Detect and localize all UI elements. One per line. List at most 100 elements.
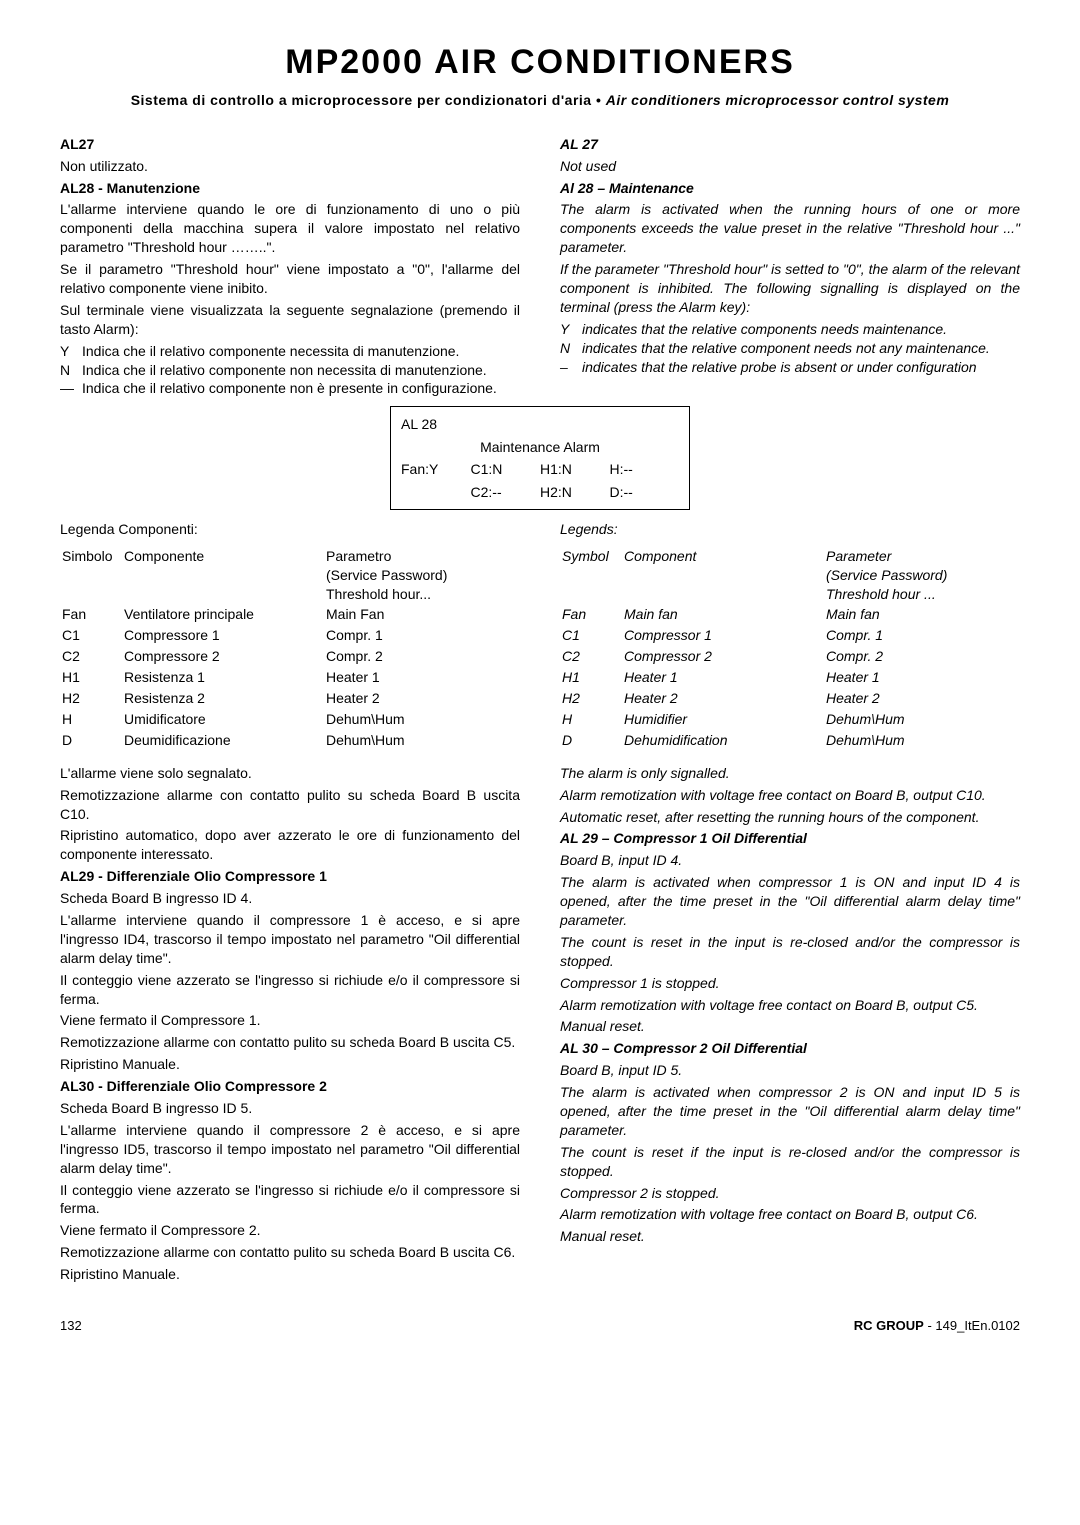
al28-p2-it: Se il parametro "Threshold hour" viene i… xyxy=(60,260,520,298)
al29-p2-it: L'allarme interviene quando il compresso… xyxy=(60,911,520,968)
th-component: Component xyxy=(624,547,824,604)
table-cell: Main fan xyxy=(624,605,824,624)
al28-li2-en: Nindicates that the relative component n… xyxy=(560,339,1020,358)
page-number: 132 xyxy=(60,1317,82,1335)
al30-p5-it: Remotizzazione allarme con contatto puli… xyxy=(60,1243,520,1262)
al27-body-en: Not used xyxy=(560,157,1020,176)
table-cell: Heater 1 xyxy=(326,668,518,687)
al28-li1-it: YIndica che il relativo componente neces… xyxy=(60,342,520,361)
al30-p5-en: Alarm remotization with voltage free con… xyxy=(560,1205,1020,1224)
table-cell: Dehumidification xyxy=(624,731,824,750)
table-cell: D xyxy=(62,731,122,750)
th-symbol: Simbolo xyxy=(62,547,122,604)
al29-p1-it: Scheda Board B ingresso ID 4. xyxy=(60,889,520,908)
al30-head-en: AL 30 – Compressor 2 Oil Differential xyxy=(560,1039,1020,1058)
table-cell: Compr. 1 xyxy=(326,626,518,645)
list-mark: — xyxy=(60,379,82,398)
th-symbol: Symbol xyxy=(562,547,622,604)
al30-p3-it: Il conteggio viene azzerato se l'ingress… xyxy=(60,1181,520,1219)
al29-p3-en: The count is reset in the input is re-cl… xyxy=(560,933,1020,971)
table-cell: C1 xyxy=(62,626,122,645)
table-row: FanVentilatore principaleMain Fan xyxy=(62,605,518,624)
al28-after3-en: Automatic reset, after resetting the run… xyxy=(560,808,1020,827)
main-title: MP2000 AIR CONDITIONERS xyxy=(60,40,1020,86)
al28-head-it: AL28 - Manutenzione xyxy=(60,179,520,198)
legend-table-en: Symbol Component Parameter (Service Pass… xyxy=(560,545,1020,752)
table-cell: Dehum\Hum xyxy=(826,731,1018,750)
al28-p1-en: The alarm is activated when the running … xyxy=(560,200,1020,257)
alarm-cell xyxy=(401,481,471,503)
subtitle-bullet: • xyxy=(596,92,601,108)
page-header: MP2000 AIR CONDITIONERS Sistema di contr… xyxy=(60,40,1020,110)
table-cell: Heater 1 xyxy=(624,668,824,687)
al28-after1-en: The alarm is only signalled. xyxy=(560,764,1020,783)
table-cell: Main Fan xyxy=(326,605,518,624)
legend-table-it: Simbolo Componente Parametro (Service Pa… xyxy=(60,545,520,752)
table-cell: Fan xyxy=(62,605,122,624)
th-param-c: Threshold hour... xyxy=(326,586,431,602)
table-cell: H1 xyxy=(562,668,622,687)
list-mark: Y xyxy=(60,342,82,361)
al29-head-en: AL 29 – Compressor 1 Oil Differential xyxy=(560,829,1020,848)
table-row: C1Compressor 1Compr. 1 xyxy=(562,626,1018,645)
alarm-cell: H2:N xyxy=(540,481,610,503)
table-row: C2Compressor 2Compr. 2 xyxy=(562,647,1018,666)
table-cell: Dehum\Hum xyxy=(826,710,1018,729)
alarm-row1: Fan:Y C1:N H1:N H:-- xyxy=(401,458,679,480)
table-row: H2Resistenza 2Heater 2 xyxy=(62,689,518,708)
al30-head-it: AL30 - Differenziale Olio Compressore 2 xyxy=(60,1077,520,1096)
al28-head-en: Al 28 – Maintenance xyxy=(560,179,1020,198)
table-row: H1Heater 1Heater 1 xyxy=(562,668,1018,687)
table-cell: Deumidificazione xyxy=(124,731,324,750)
al29-p1-en: Board B, input ID 4. xyxy=(560,851,1020,870)
al29-p5-en: Alarm remotization with voltage free con… xyxy=(560,996,1020,1015)
footer-right: RC GROUP - 149_ItEn.0102 xyxy=(854,1317,1020,1335)
footer-brand: RC GROUP xyxy=(854,1318,924,1333)
legend-head-it: Legenda Componenti: xyxy=(60,520,520,539)
alarm-cell: Fan:Y xyxy=(401,458,471,480)
table-cell: C2 xyxy=(562,647,622,666)
page-footer: 132 RC GROUP - 149_ItEn.0102 xyxy=(60,1317,1020,1335)
table-cell: Heater 1 xyxy=(826,668,1018,687)
alarm-cell: C2:-- xyxy=(471,481,541,503)
alarm-line2: Maintenance Alarm xyxy=(401,436,679,458)
th-param-a: Parametro xyxy=(326,548,391,564)
table-cell: Compressor 2 xyxy=(624,647,824,666)
table-cell: Resistenza 2 xyxy=(124,689,324,708)
list-text: indicates that the relative probe is abs… xyxy=(582,358,1020,377)
list-text: Indica che il relativo componente non è … xyxy=(82,379,520,398)
al29-p3-it: Il conteggio viene azzerato se l'ingress… xyxy=(60,971,520,1009)
table-row: C1Compressore 1Compr. 1 xyxy=(62,626,518,645)
col-italian: AL27 Non utilizzato. AL28 - Manutenzione… xyxy=(60,135,520,399)
al28-after2-it: Remotizzazione allarme con contatto puli… xyxy=(60,786,520,824)
th-parameter: Parametro (Service Password) Threshold h… xyxy=(326,547,518,604)
legend-section: Legenda Componenti: Simbolo Componente P… xyxy=(60,520,1020,1287)
table-cell: Ventilatore principale xyxy=(124,605,324,624)
table-cell: Compr. 2 xyxy=(826,647,1018,666)
legend-col-it: Legenda Componenti: Simbolo Componente P… xyxy=(60,520,520,1287)
table-cell: Compressore 2 xyxy=(124,647,324,666)
subtitle-en: Air conditioners microprocessor control … xyxy=(606,92,950,108)
alarm-cell: D:-- xyxy=(610,481,680,503)
table-row: HUmidificatoreDehum\Hum xyxy=(62,710,518,729)
table-cell: Heater 2 xyxy=(624,689,824,708)
al28-after3-it: Ripristino automatico, dopo aver azzerat… xyxy=(60,826,520,864)
al30-p4-en: Compressor 2 is stopped. xyxy=(560,1184,1020,1203)
table-cell: Compr. 2 xyxy=(326,647,518,666)
th-param-a: Parameter xyxy=(826,548,891,564)
section-al27-al28: AL27 Non utilizzato. AL28 - Manutenzione… xyxy=(60,135,1020,399)
subtitle: Sistema di controllo a microprocessore p… xyxy=(60,91,1020,110)
table-row: DDeumidificazioneDehum\Hum xyxy=(62,731,518,750)
list-text: indicates that the relative component ne… xyxy=(582,339,1020,358)
list-mark: N xyxy=(560,339,582,358)
table-cell: Umidificatore xyxy=(124,710,324,729)
col-english: AL 27 Not used Al 28 – Maintenance The a… xyxy=(560,135,1020,399)
al30-p2-en: The alarm is activated when compressor 2… xyxy=(560,1083,1020,1140)
alarm-cell: H:-- xyxy=(610,458,680,480)
al29-p5-it: Remotizzazione allarme con contatto puli… xyxy=(60,1033,520,1052)
th-param-b: (Service Password) xyxy=(326,567,447,583)
al28-li3-it: —Indica che il relativo componente non è… xyxy=(60,379,520,398)
alarm-cell: C1:N xyxy=(471,458,541,480)
legend-col-en: Legends: Symbol Component Parameter (Ser… xyxy=(560,520,1020,1287)
al30-p3-en: The count is reset if the input is re-cl… xyxy=(560,1143,1020,1181)
